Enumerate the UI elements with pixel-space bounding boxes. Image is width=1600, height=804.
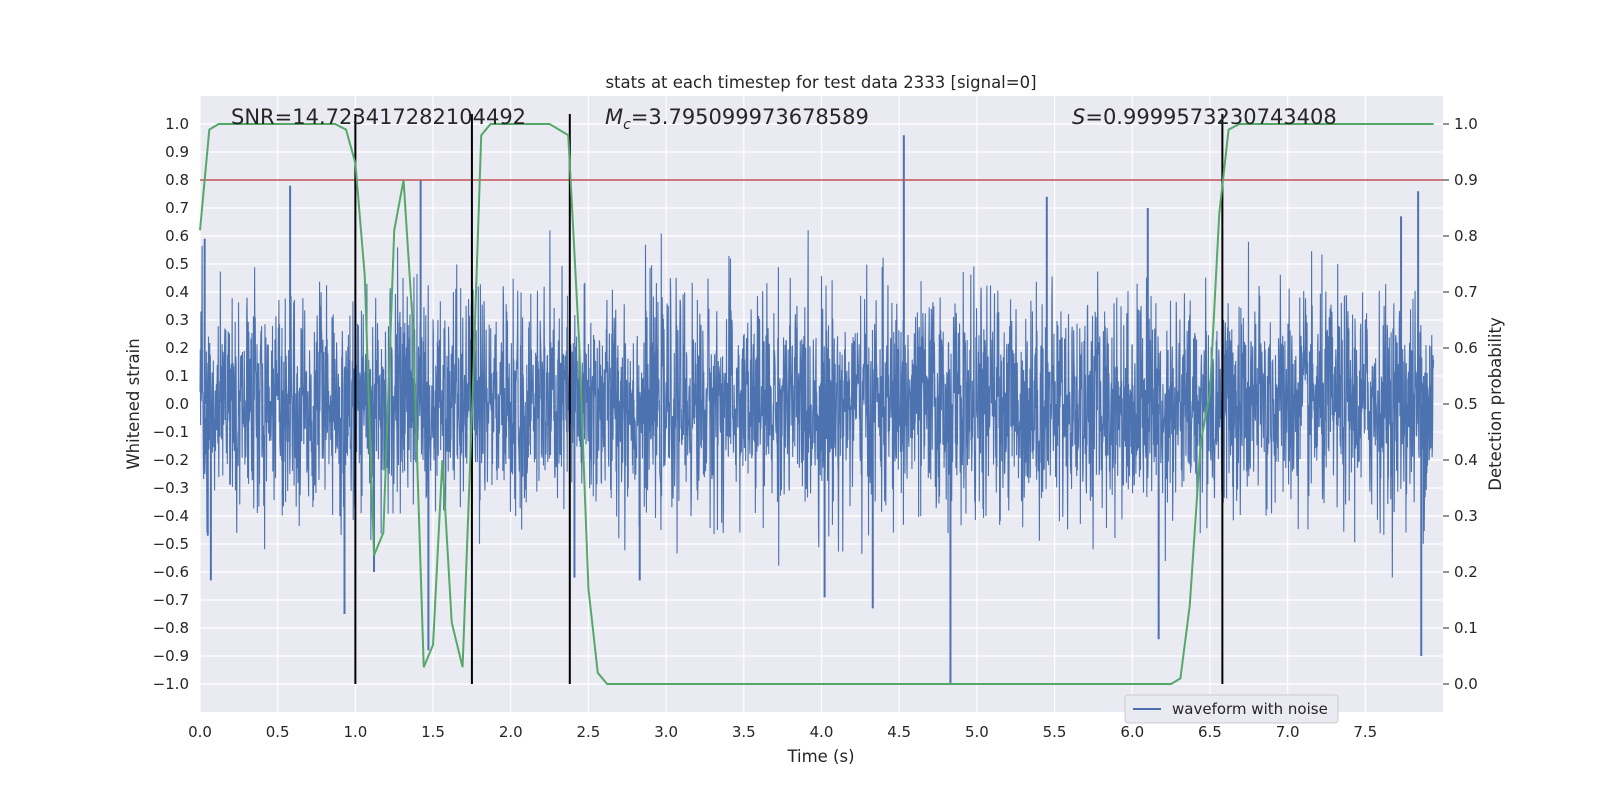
chirp-mass-subscript: c	[623, 117, 631, 133]
x-tick-label: 0.5	[266, 723, 290, 741]
y-left-tick-label: −0.2	[153, 451, 189, 469]
y-left-tick-label: 0.1	[165, 367, 189, 385]
y-left-tick-label: 0.2	[165, 339, 189, 357]
y-left-tick-label: −0.1	[153, 423, 189, 441]
y-right-tick-label: 0.2	[1454, 563, 1478, 581]
y-left-tick-label: −0.3	[153, 479, 189, 497]
y-left-tick-label: −1.0	[153, 675, 189, 693]
y-left-tick-label: 0.9	[165, 143, 189, 161]
x-tick-label: 3.0	[654, 723, 678, 741]
y-left-tick-label: 0.7	[165, 199, 189, 217]
tick-labels: 0.0 0.5 1.0 1.5 2.0 2.5 3.0 3.5 4.0 4.5 5.0 5.5 6.0 6…	[153, 115, 1478, 741]
x-tick-label: 4.5	[887, 723, 911, 741]
x-tick-label: 7.5	[1353, 723, 1377, 741]
x-tick-label: 2.5	[577, 723, 601, 741]
y-left-tick-label: 0.4	[165, 283, 189, 301]
x-tick-label: 0.0	[188, 723, 212, 741]
x-axis-label: Time (s)	[786, 747, 854, 766]
statistic-annotation: S=0.9999573230743408	[1072, 105, 1337, 129]
y-left-tick-label: 0.5	[165, 255, 189, 273]
y-right-tick-label: 0.1	[1454, 619, 1478, 637]
y-right-tick-label: 0.9	[1454, 171, 1478, 189]
legend-label: waveform with noise	[1172, 700, 1328, 718]
y-right-tick-label: 1.0	[1454, 115, 1478, 133]
waveform-line	[199, 230, 1435, 578]
chirp-mass-symbol: M	[605, 105, 623, 129]
x-tick-label: 6.5	[1198, 723, 1222, 741]
y-right-tick-label: 0.6	[1454, 339, 1478, 357]
y-left-tick-label: 0.3	[165, 311, 189, 329]
x-tick-label: 3.5	[732, 723, 756, 741]
y-left-tick-label: −0.9	[153, 647, 189, 665]
probability-line	[199, 123, 1434, 685]
y-axis-right-label: Detection probability	[1486, 317, 1505, 491]
y-right-tick-label: 0.3	[1454, 507, 1478, 525]
chart-title: stats at each timestep for test data 233…	[605, 73, 1036, 92]
chirp-mass-value: =3.795099973678589	[631, 105, 869, 129]
legend: waveform with noise	[1124, 694, 1339, 724]
y-right-tick-label: 0.8	[1454, 227, 1478, 245]
x-tick-label: 5.0	[965, 723, 989, 741]
y-left-tick-label: −0.4	[153, 507, 189, 525]
y-axis-left-label: Whitened strain	[124, 338, 143, 469]
y-right-tick-label: 0.0	[1454, 675, 1478, 693]
x-tick-label: 2.0	[499, 723, 523, 741]
snr-annotation: SNR=14.723417282104492	[231, 105, 526, 129]
y-left-tick-label: 1.0	[165, 115, 189, 133]
x-tick-label: 7.0	[1276, 723, 1300, 741]
x-tick-label: 6.0	[1120, 723, 1144, 741]
statistic-symbol: S	[1072, 105, 1085, 129]
y-left-tick-label: 0.6	[165, 227, 189, 245]
y-left-tick-label: −0.7	[153, 591, 189, 609]
y-left-tick-label: −0.5	[153, 535, 189, 553]
y-left-tick-label: −0.8	[153, 619, 189, 637]
x-tick-label: 4.0	[810, 723, 834, 741]
x-tick-label: 1.5	[421, 723, 445, 741]
x-tick-label: 1.0	[343, 723, 367, 741]
chirp-mass-annotation: Mc=3.795099973678589	[605, 105, 869, 133]
legend-box	[1124, 694, 1339, 724]
probability-series	[199, 123, 1434, 685]
x-tick-label: 5.5	[1043, 723, 1067, 741]
statistic-value: =0.9999573230743408	[1085, 105, 1336, 129]
y-right-tick-label: 0.4	[1454, 451, 1478, 469]
y-left-tick-label: 0.8	[165, 171, 189, 189]
y-right-tick-label: 0.5	[1454, 395, 1478, 413]
y-right-tick-label: 0.7	[1454, 283, 1478, 301]
y-left-tick-label: 0.0	[165, 395, 189, 413]
y-left-tick-label: −0.6	[153, 563, 189, 581]
